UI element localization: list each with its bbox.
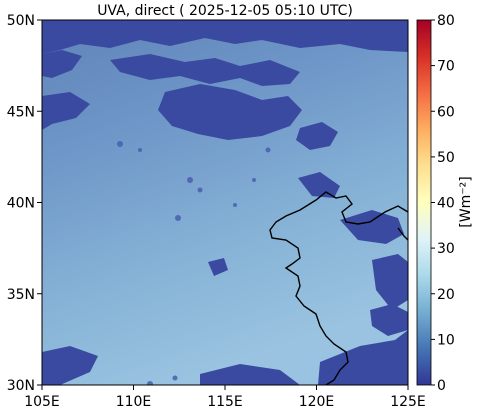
y-tick-label: 50N — [7, 13, 35, 29]
x-tick-label: 120E — [299, 394, 335, 410]
colorbar-tick-label: 10 — [437, 332, 455, 348]
colorbar-tick-label: 40 — [437, 196, 455, 212]
colorbar-scale — [416, 19, 432, 386]
colorbar-tick-label: 30 — [437, 241, 455, 257]
y-axis: 30N 35N 40N 45N 50N — [7, 13, 42, 394]
colorbar-tick-label: 70 — [437, 59, 455, 75]
colorbar-tick-label: 80 — [437, 13, 455, 29]
x-axis: 105E 110E 115E 120E 125E — [24, 385, 426, 410]
colorbar-tick-label: 20 — [437, 287, 455, 303]
coastline — [269, 191, 408, 385]
y-tick-label: 30N — [7, 378, 35, 394]
x-tick-label: 125E — [390, 394, 426, 410]
x-tick-label: 105E — [24, 394, 60, 410]
colorbar-label: [Wm⁻²] — [458, 176, 474, 227]
map-area — [42, 20, 408, 385]
colorbar-tick-label: 60 — [437, 104, 455, 120]
x-tick-label: 115E — [207, 394, 243, 410]
x-tick-label: 110E — [116, 394, 152, 410]
colorbar: 0 10 20 30 40 50 60 70 80 [Wm⁻²] — [416, 13, 474, 394]
cloud-patches — [42, 20, 408, 385]
colorbar-tick-label: 0 — [437, 378, 446, 394]
map-title: UVA, direct ( 2025-12-05 05:10 UTC) — [97, 3, 353, 19]
colorbar-tick-label: 50 — [437, 150, 455, 166]
y-tick-label: 40N — [7, 196, 35, 212]
y-tick-label: 45N — [7, 104, 35, 120]
y-tick-label: 35N — [7, 287, 35, 303]
